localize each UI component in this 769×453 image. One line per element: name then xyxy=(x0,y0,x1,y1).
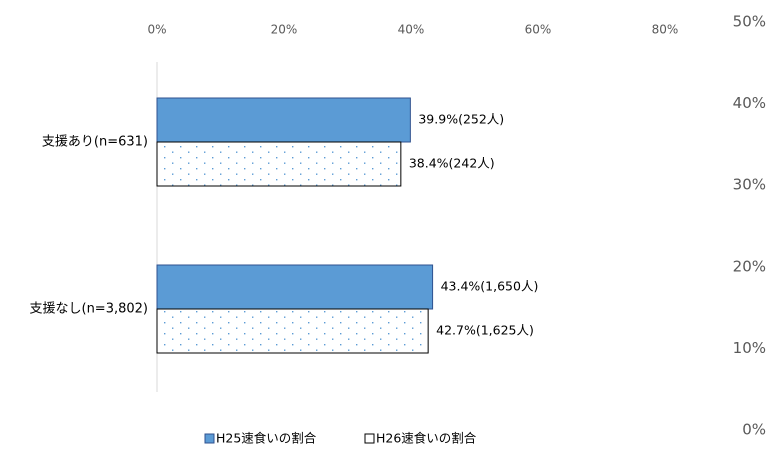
category-label: 支援なし(n=3,802) xyxy=(30,302,149,317)
y2-tick-label: 20% xyxy=(733,257,766,275)
y2-tick-label: 50% xyxy=(733,13,766,31)
value-label: 42.7%(1,625人) xyxy=(436,323,534,338)
y2-tick-label: 0% xyxy=(742,421,766,439)
bar xyxy=(156,264,434,310)
bar xyxy=(156,97,411,143)
legend-label: H25速食いの割合 xyxy=(216,431,317,446)
x-tick-label: 20% xyxy=(271,23,298,37)
legend-swatch xyxy=(204,433,215,444)
bar xyxy=(156,308,429,354)
category-label: 支援あり(n=631) xyxy=(42,135,148,150)
x-tick-label: 0% xyxy=(147,23,166,37)
value-label: 39.9%(252人) xyxy=(418,112,504,127)
legend-label: H26速食いの割合 xyxy=(376,431,477,446)
value-label: 43.4%(1,650人) xyxy=(441,279,539,294)
value-label: 38.4%(242人) xyxy=(409,156,495,171)
y2-tick-label: 40% xyxy=(733,94,766,112)
y2-tick-label: 30% xyxy=(733,176,766,194)
x-tick-label: 40% xyxy=(398,23,425,37)
bar xyxy=(156,141,402,187)
x-tick-label: 60% xyxy=(525,23,552,37)
x-tick-label: 80% xyxy=(652,23,679,37)
y2-tick-label: 10% xyxy=(733,339,766,357)
legend-swatch xyxy=(364,433,375,444)
